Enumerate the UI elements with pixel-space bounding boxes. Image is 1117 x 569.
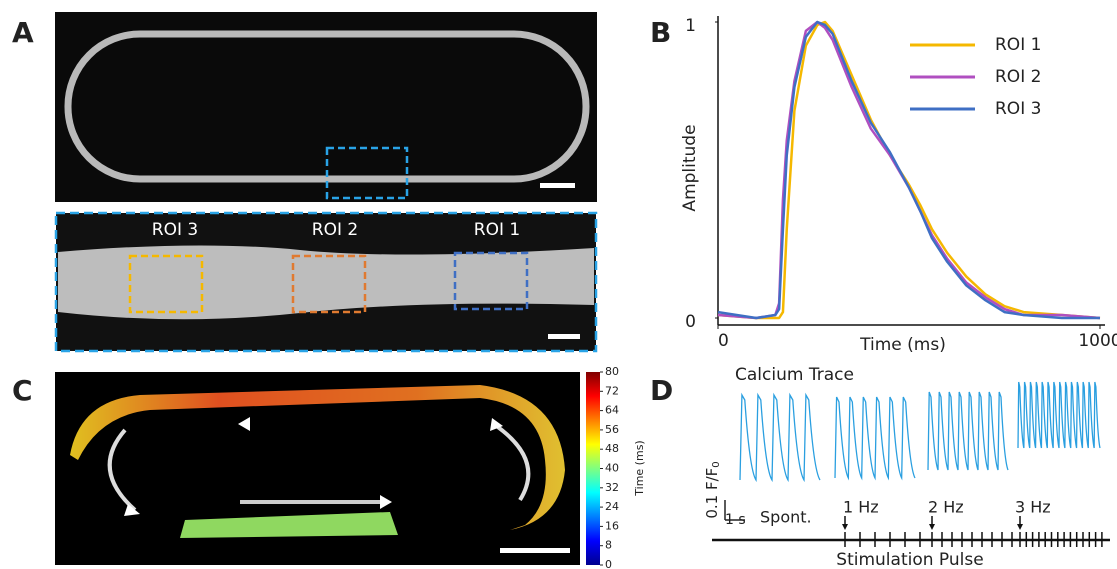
colorbar-tick-label: 24 xyxy=(605,500,619,513)
series-line xyxy=(717,20,1100,320)
pulse-arrow-head xyxy=(1017,524,1023,530)
traces xyxy=(739,381,1101,483)
colorbar-tick-label: 80 xyxy=(605,365,619,378)
arrow-head xyxy=(490,418,503,431)
arrow-head xyxy=(124,504,140,516)
stim-label: Stimulation Pulse xyxy=(836,550,983,569)
panel-label: D xyxy=(650,374,673,407)
arrow xyxy=(107,428,137,512)
colorbar-tick-label: 40 xyxy=(605,462,619,475)
condition-label: 3 Hz xyxy=(1015,498,1051,517)
scale-bar xyxy=(548,334,580,339)
line-chart: 0 1 0 1000 Time (ms) Amplitude ROI 1 ROI 2 ROI 3 xyxy=(680,16,1117,355)
trace xyxy=(927,391,1009,471)
zoom-box xyxy=(325,146,409,200)
tissue-ring xyxy=(64,30,590,183)
condition-label: Spont. xyxy=(760,508,812,527)
trace xyxy=(1017,381,1101,449)
colorbar-label: Time (ms) xyxy=(633,440,646,496)
y-scale-sub: 0 xyxy=(711,461,722,467)
series-line xyxy=(717,20,1101,320)
y-scale-label: 0.1 F/F0 xyxy=(703,461,723,518)
colorbar-tick-label: 8 xyxy=(605,539,612,552)
pulses xyxy=(842,516,1103,547)
trace xyxy=(834,396,916,481)
panel-label: A xyxy=(12,16,34,49)
condition-label: 1 Hz xyxy=(843,498,879,517)
colorbar-tick-label: 56 xyxy=(605,423,619,436)
y-tick-label: 0 xyxy=(685,312,696,332)
colorbar-tick-label: 72 xyxy=(605,384,619,397)
series-line xyxy=(717,20,1101,320)
map-region xyxy=(70,385,565,530)
roi-label: ROI 1 xyxy=(474,220,520,240)
roi-box xyxy=(128,254,204,314)
tissue-band xyxy=(58,245,594,320)
arrow-head xyxy=(380,495,392,509)
scale-bar xyxy=(540,183,575,188)
arrow-head xyxy=(238,417,250,431)
roi-box xyxy=(453,251,529,311)
legend-label: ROI 1 xyxy=(995,35,1041,55)
x-tick-label: 1000 xyxy=(1078,331,1117,351)
x-tick-label: 0 xyxy=(718,331,729,351)
trace-title: Calcium Trace xyxy=(735,365,854,385)
y-scale-text: 0.1 F/F xyxy=(703,468,721,519)
trace xyxy=(739,392,821,483)
pulse-arrow-head xyxy=(842,524,848,530)
arrow xyxy=(493,423,531,502)
x-axis-label: Time (ms) xyxy=(859,335,946,355)
legend-label: ROI 3 xyxy=(995,99,1041,119)
colorbar-tick-label: 0 xyxy=(605,558,612,569)
pulse-arrow-head xyxy=(929,524,935,530)
y-tick-label: 1 xyxy=(685,16,696,36)
map-region xyxy=(180,512,398,538)
scale-bar xyxy=(500,548,570,553)
y-axis-label: Amplitude xyxy=(680,124,700,211)
condition-label: 2 Hz xyxy=(928,498,964,517)
roi-box xyxy=(291,254,367,314)
panel-label: B xyxy=(650,16,671,49)
colorbar-tick-label: 16 xyxy=(605,519,619,532)
panel-label: C xyxy=(12,374,33,407)
roi-label: ROI 3 xyxy=(152,220,198,240)
colorbar xyxy=(586,372,600,565)
colorbar-tick-label: 48 xyxy=(605,442,619,455)
x-scale-label: 1 s xyxy=(725,512,746,528)
roi-label: ROI 2 xyxy=(312,220,358,240)
colorbar-tick-label: 64 xyxy=(605,404,619,417)
colorbar-tick-label: 32 xyxy=(605,481,619,494)
colorbar-axis: 0 8 16 24 32 40 48 56 64 72 80 xyxy=(600,365,619,569)
legend-label: ROI 2 xyxy=(995,67,1041,87)
